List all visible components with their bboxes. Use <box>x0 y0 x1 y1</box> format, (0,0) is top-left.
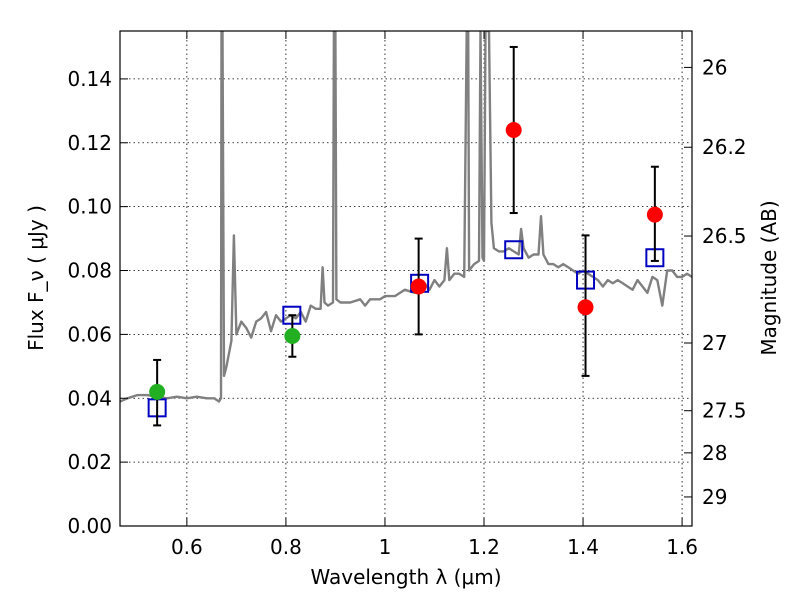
x-tick-label: 1.6 <box>666 535 698 559</box>
tick-labels: 0.6 0.8 1 1.2 1.4 1.6 0.00 0.02 0.04 0.06 0.08 0.10… <box>67 55 746 559</box>
data-point <box>577 299 594 316</box>
data-point <box>284 327 301 344</box>
plot-frame <box>119 30 693 527</box>
sed-line <box>120 31 692 403</box>
y-tick-label: 0.14 <box>67 67 112 91</box>
y-tick-label: 0.06 <box>67 322 112 346</box>
sed-layer <box>120 31 692 403</box>
x-axis-label: Wavelength λ (μm) <box>310 565 501 589</box>
x-tick-label: 0.6 <box>171 535 203 559</box>
right-tick-label: 27 <box>702 331 727 355</box>
x-tick-label: 1.2 <box>468 535 500 559</box>
y-tick-label: 0.12 <box>67 131 112 155</box>
y-tick-label: 0.00 <box>67 514 112 538</box>
plot-area <box>120 31 692 526</box>
data-point <box>646 206 663 223</box>
right-tick-label: 29 <box>702 485 727 509</box>
data-point <box>149 383 166 400</box>
right-axis-label: Magnitude (AB) <box>757 200 781 355</box>
ticks <box>120 31 692 527</box>
y-axis-label: Flux F_ν ( μJy ) <box>24 205 48 351</box>
right-tick-label: 26.2 <box>702 135 747 159</box>
model-square-marker <box>504 240 524 260</box>
data-point <box>410 278 427 295</box>
y-tick-label: 0.04 <box>67 386 112 410</box>
right-tick-label: 26 <box>702 55 727 79</box>
x-tick-label: 0.8 <box>270 535 302 559</box>
x-tick-label: 1.4 <box>567 535 599 559</box>
y-tick-label: 0.10 <box>67 195 112 219</box>
right-tick-label: 27.5 <box>702 399 747 423</box>
data-point <box>505 122 522 138</box>
y-tick-label: 0.02 <box>67 450 112 474</box>
right-tick-label: 26.5 <box>702 224 747 248</box>
x-tick-label: 1 <box>379 535 392 559</box>
markers-layer <box>147 45 665 427</box>
right-tick-label: 28 <box>702 441 727 465</box>
y-tick-label: 0.08 <box>67 259 112 283</box>
